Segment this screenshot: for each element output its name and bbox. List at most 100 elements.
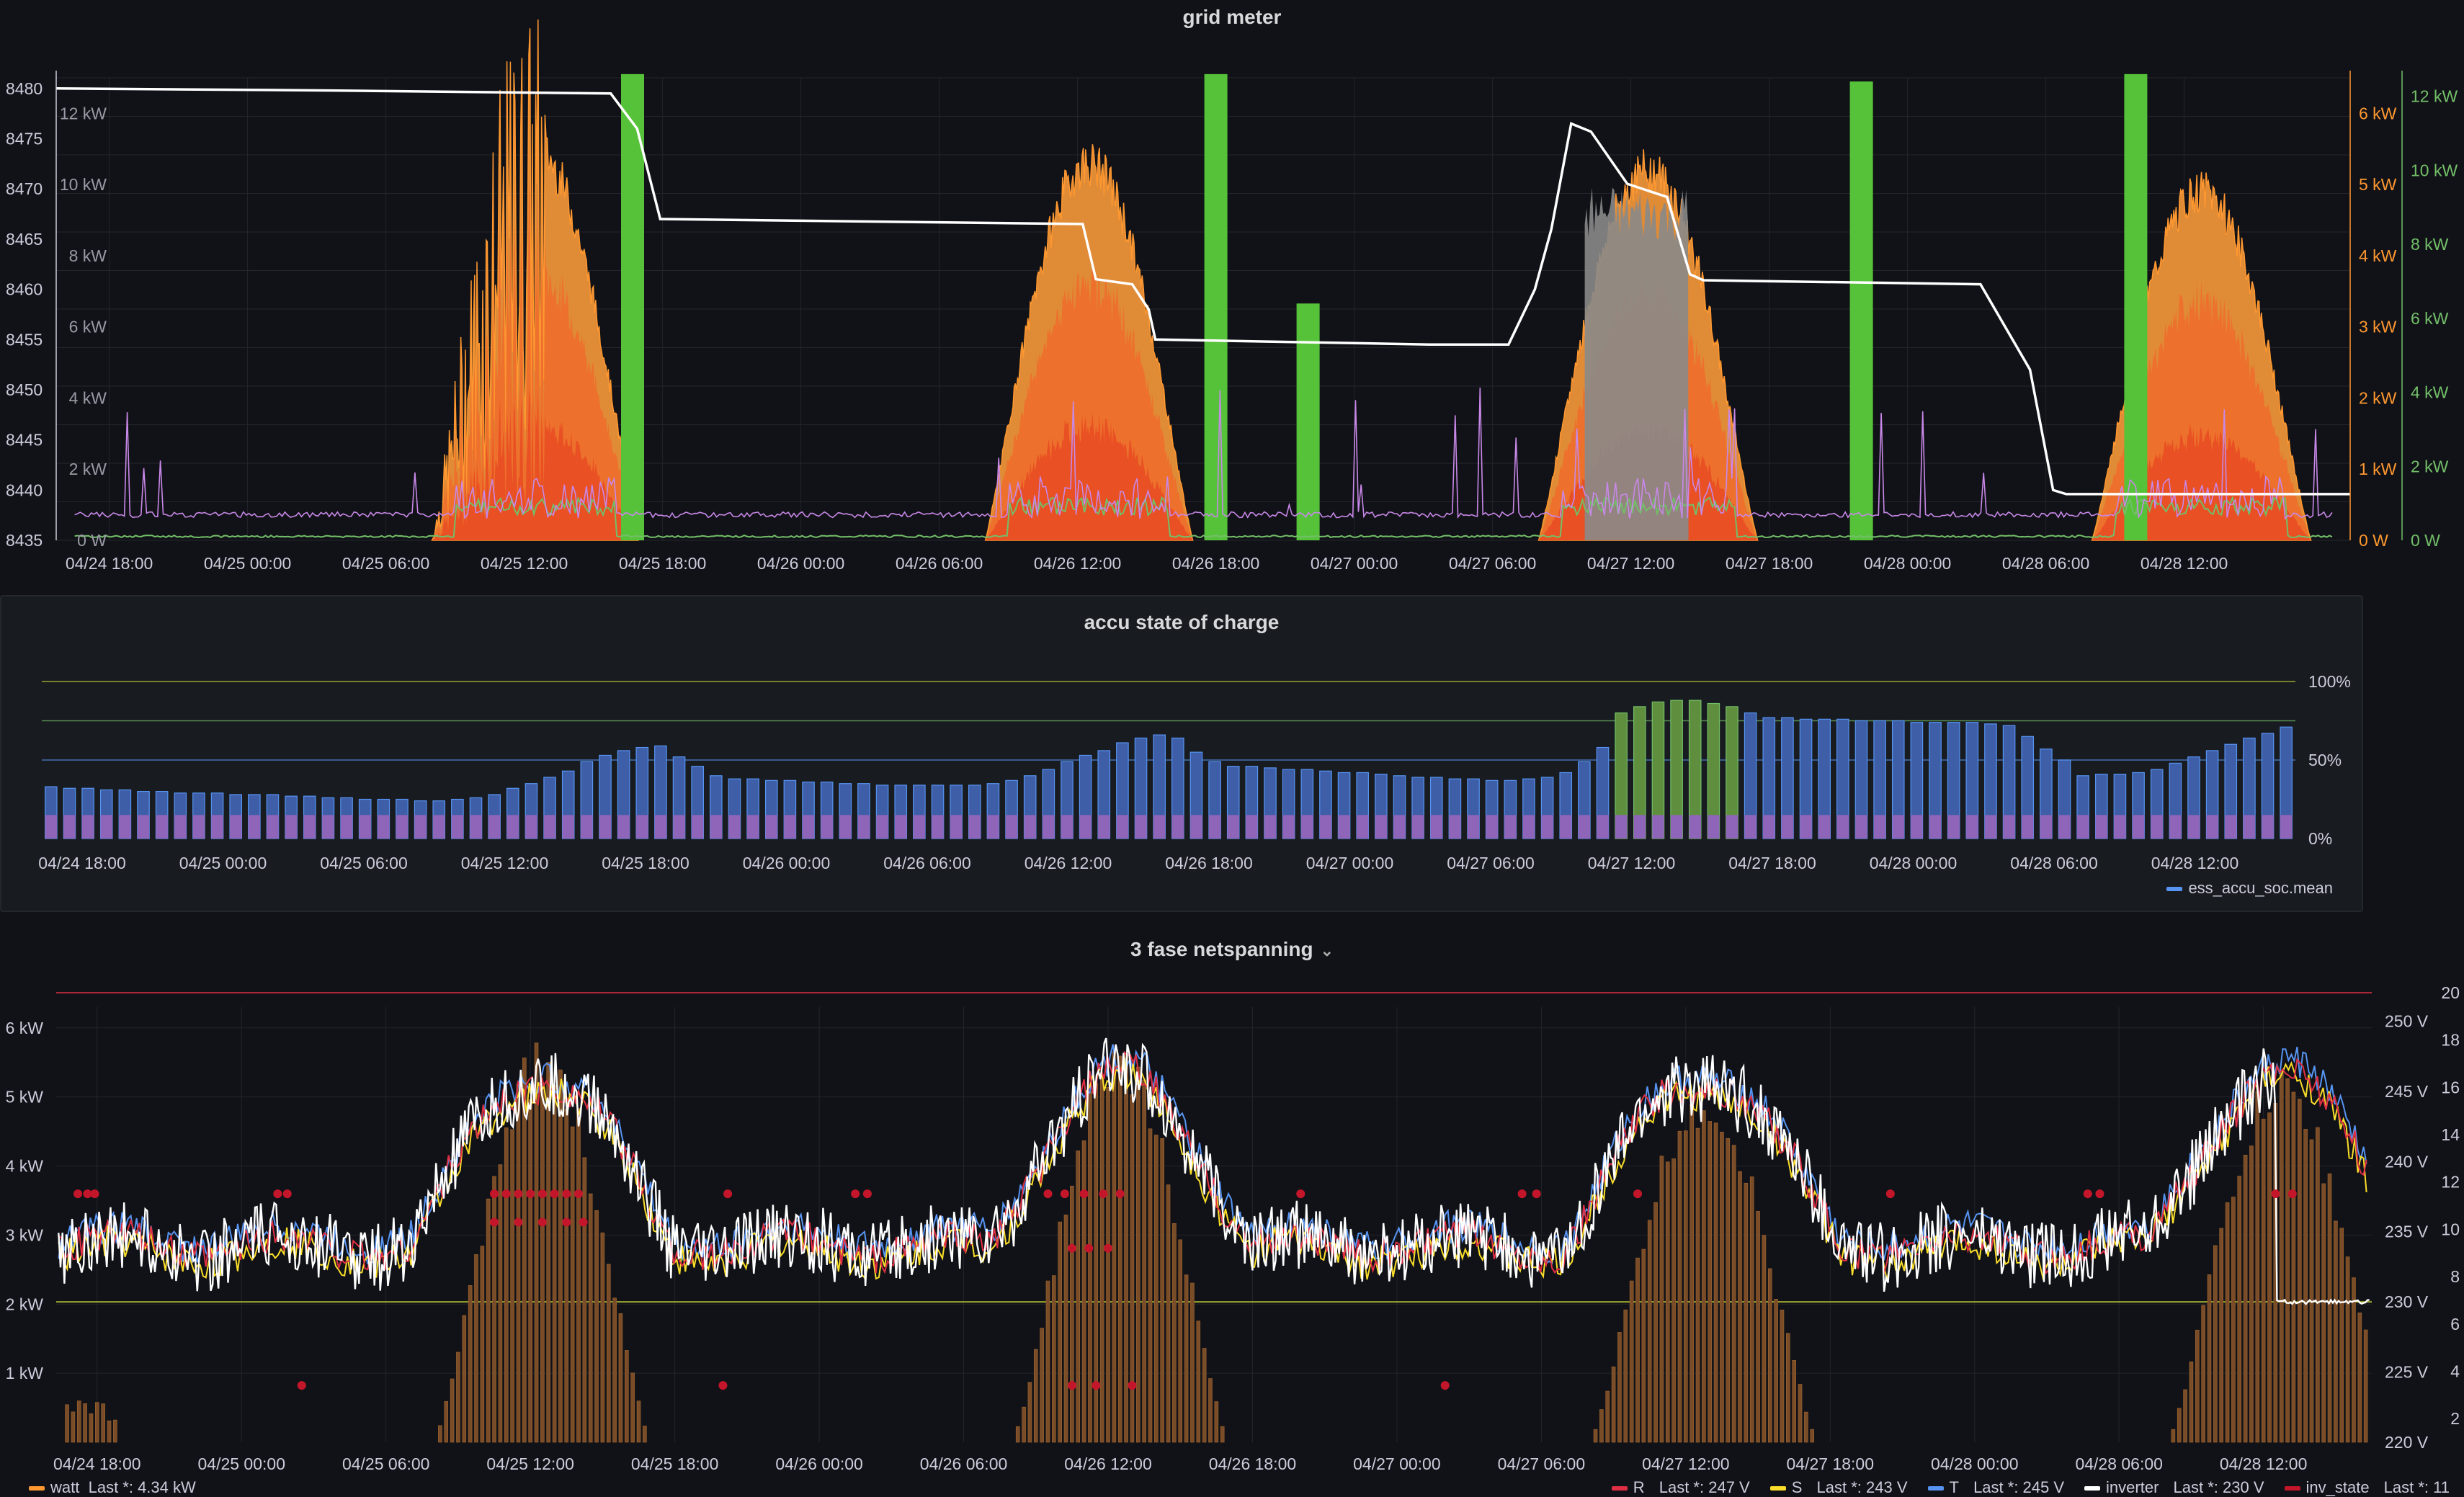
x-tick-label: 04/27 18:00 bbox=[1787, 1454, 1875, 1473]
watt-bar bbox=[1605, 1390, 1610, 1443]
orange-tick-label: 6 kW bbox=[2359, 104, 2397, 122]
soc-base-bar bbox=[1929, 815, 1942, 839]
watt-bar bbox=[1792, 1360, 1796, 1443]
soc-base-bar bbox=[2262, 815, 2274, 839]
panel-title-grid-meter[interactable]: grid meter bbox=[1182, 6, 1282, 28]
soc-base-bar bbox=[543, 815, 556, 839]
inv-state-dot bbox=[1532, 1189, 1541, 1199]
x-tick-label: 04/28 00:00 bbox=[1864, 554, 1952, 573]
soc-base-bar bbox=[1061, 815, 1073, 839]
voltage-legend[interactable]: R Last *: 247 V S Last *: 243 V T Last *: … bbox=[1592, 1478, 2450, 1497]
soc-base-bar bbox=[636, 815, 648, 839]
panel-title-netspanning[interactable]: 3 fase netspanning ⌄ bbox=[0, 938, 2464, 961]
soc-base-bar bbox=[1670, 815, 1683, 839]
watt-bar bbox=[1762, 1235, 1767, 1443]
soc-base-bar bbox=[63, 815, 76, 839]
grid-meter-panel: grid meter 04/24 18:00 04/25 00:00 04/25 0… bbox=[0, 0, 2464, 584]
power-tick-label: 6 kW bbox=[69, 318, 107, 336]
watt-legend[interactable]: watt Last *: 4.34 kW bbox=[29, 1478, 196, 1497]
soc-base-bar bbox=[156, 815, 168, 839]
watt-bar bbox=[450, 1378, 455, 1443]
watt-bar bbox=[570, 1126, 575, 1443]
watt-bar bbox=[474, 1254, 478, 1443]
x-tick-label: 04/26 00:00 bbox=[757, 554, 845, 573]
inverter-line bbox=[58, 1037, 2370, 1305]
watt-bar bbox=[1720, 1132, 1724, 1443]
watt-bar bbox=[1786, 1333, 1790, 1443]
soc-base-bar bbox=[1301, 815, 1313, 839]
soc-base-bar bbox=[2058, 815, 2071, 839]
watt-bar bbox=[1172, 1223, 1177, 1443]
inv-state-dot bbox=[1440, 1381, 1450, 1390]
soc-base-bar bbox=[2114, 815, 2126, 839]
panel-title-text: 3 fase netspanning bbox=[1130, 938, 1313, 960]
soc-base-bar bbox=[876, 815, 888, 839]
panel-title-accu[interactable]: accu state of charge bbox=[1084, 611, 1280, 633]
inv-state-dot bbox=[1043, 1189, 1053, 1199]
inv-state-dot bbox=[1092, 1381, 1101, 1390]
x-tick-label: 04/25 06:00 bbox=[320, 854, 408, 872]
legend-item-S[interactable]: S Last *: 243 V bbox=[1769, 1478, 1908, 1496]
soc-base-bar bbox=[728, 815, 741, 839]
soc-base-bar bbox=[1763, 815, 1775, 839]
meter-tick-label: 8475 bbox=[6, 130, 43, 148]
watt-bar bbox=[1166, 1184, 1171, 1443]
inv-state-dot bbox=[1633, 1189, 1643, 1199]
soc-base-bar bbox=[802, 815, 815, 839]
soc-base-bar bbox=[1467, 815, 1480, 839]
legend-last: Last *: 247 V bbox=[1654, 1478, 1750, 1496]
x-tick-label: 04/25 12:00 bbox=[461, 854, 549, 872]
grid-import-bar bbox=[621, 73, 644, 540]
watt-bar bbox=[1749, 1176, 1754, 1443]
soc-base-bar bbox=[1597, 815, 1609, 839]
soc-base-bar bbox=[821, 815, 833, 839]
watt-bar bbox=[534, 1042, 539, 1443]
x-tick-label: 04/25 12:00 bbox=[481, 554, 568, 573]
watt-bar bbox=[1033, 1349, 1038, 1443]
soc-base-bar bbox=[1411, 815, 1424, 839]
inv-state-dot bbox=[297, 1381, 306, 1390]
legend-item-R[interactable]: R Last *: 247 V bbox=[1611, 1478, 1750, 1496]
x-tick-label: 04/28 00:00 bbox=[1931, 1454, 2019, 1473]
state-tick-label: 20 bbox=[2441, 983, 2460, 1002]
watt-bar bbox=[71, 1411, 76, 1443]
watt-bar bbox=[2243, 1155, 2248, 1443]
watt-bar bbox=[456, 1351, 460, 1443]
soc-base-bar bbox=[895, 815, 907, 839]
soc-base-bar bbox=[1153, 815, 1166, 839]
watt-bar bbox=[540, 1083, 545, 1443]
watt-bar bbox=[1756, 1211, 1760, 1443]
inv-state-dot bbox=[1084, 1243, 1094, 1253]
soc-base-bar bbox=[303, 815, 316, 839]
watt-bar bbox=[1058, 1221, 1062, 1443]
watt-bar bbox=[1798, 1384, 1803, 1443]
inv-state-dot bbox=[1067, 1243, 1076, 1253]
watt-bar bbox=[2207, 1274, 2212, 1443]
watt-bar bbox=[2345, 1256, 2350, 1443]
state-tick-label: 10 bbox=[2441, 1220, 2460, 1238]
soc-base-bar bbox=[1208, 815, 1221, 839]
soc-base-bar bbox=[192, 815, 205, 839]
legend-item-inverter[interactable]: inverter Last *: 230 V bbox=[2084, 1478, 2264, 1496]
accu-legend[interactable]: ess_accu_soc.mean bbox=[2166, 879, 2333, 898]
soc-base-bar bbox=[248, 815, 261, 839]
watt-bar bbox=[2334, 1220, 2338, 1443]
x-tick-label: 04/27 06:00 bbox=[1498, 1454, 1586, 1473]
orange-tick-label: 0 W bbox=[2359, 531, 2388, 550]
x-tick-label: 04/25 12:00 bbox=[486, 1454, 574, 1473]
soc-base-bar bbox=[1800, 815, 1812, 839]
legend-item-inv_state[interactable]: inv_state Last *: 11 bbox=[2284, 1478, 2450, 1496]
watt-bar bbox=[2352, 1277, 2356, 1443]
x-tick-label: 04/25 00:00 bbox=[204, 554, 292, 573]
legend-item-T[interactable]: T Last *: 245 V bbox=[1927, 1478, 2064, 1496]
power-tick-label: 12 kW bbox=[60, 104, 107, 122]
watt-bar bbox=[2303, 1129, 2308, 1443]
soc-base-bar bbox=[1190, 815, 1202, 839]
watt-bar bbox=[1112, 1051, 1117, 1443]
soc-base-bar bbox=[1449, 815, 1461, 839]
watt-bar bbox=[1117, 1055, 1122, 1443]
watt-bar bbox=[486, 1198, 491, 1443]
watt-bar bbox=[89, 1413, 94, 1443]
watt-bar bbox=[2321, 1183, 2326, 1443]
chevron-down-icon[interactable]: ⌄ bbox=[1320, 942, 1334, 960]
